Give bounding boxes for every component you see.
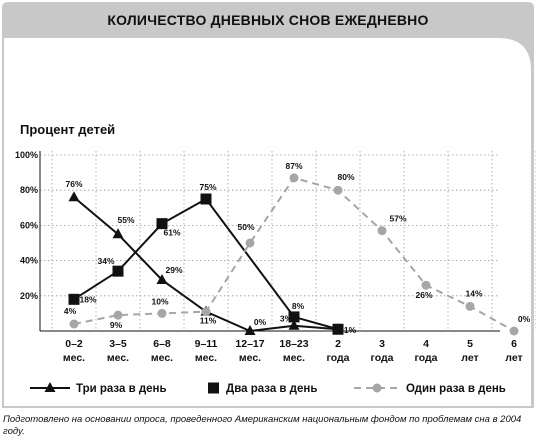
legend-triangle-marker [44,382,56,392]
x-tick-label-sub: мес. [195,352,217,364]
square-marker [68,293,80,305]
x-tick-label-sub: лет [505,352,522,364]
data-label: 4% [64,306,77,316]
circle-marker [465,301,475,311]
x-tick-label-sub: мес. [63,352,85,364]
y-tick-label: 20% [20,291,38,301]
legend-square-marker [208,382,219,394]
data-label: 11% [200,316,217,326]
x-tick-label: 5 [467,338,473,350]
data-label: 34% [97,256,114,266]
x-tick-label: 3–5 [109,338,127,350]
x-tick-label: 18–23 [279,338,308,350]
data-label: 55% [117,215,134,225]
x-tick-labels: 0–2 мес. 3–5 мес. 6–8 мес. 9–11 мес. 12–17 мес. 18… [63,338,523,364]
data-label: 8% [292,301,305,311]
circle-marker [333,185,343,195]
data-label: 57% [389,214,406,224]
chart-title: КОЛИЧЕСТВО ДНЕВНЫХ СНОВ ЕЖЕДНЕВНО [107,12,429,28]
x-tick-label: 4 [423,338,429,350]
series-markers [68,173,519,336]
x-tick-label-sub: мес. [239,352,261,364]
x-tick-label-sub: мес. [283,352,305,364]
data-label: 9% [110,320,123,330]
data-labels: 76% 55% 29% 11% 0% 3% 1% 18% 34% 61% 75% 8% 4% 9% 10% 5… [64,161,531,335]
y-tick-label: 80% [20,185,38,195]
data-label: 18% [79,294,96,304]
data-label: 76% [65,179,82,189]
x-tick-label: 6–8 [153,338,171,350]
square-marker [200,193,212,205]
circle-marker [69,319,79,329]
data-label: 87% [285,161,302,171]
circle-marker [157,308,167,318]
data-label: 10% [151,296,168,306]
x-tick-label-sub: года [370,352,393,364]
data-label: 0% [254,317,267,327]
x-tick-label-sub: мес. [151,352,173,364]
circle-marker [289,173,299,183]
data-label: 26% [415,290,432,300]
source-note: Подготовлено на основании опроса, провед… [3,414,522,437]
axes-grid [39,151,536,332]
data-label: 14% [465,288,482,298]
x-tick-label-sub: года [326,352,349,364]
data-label: 80% [337,172,354,182]
x-tick-label: 0–2 [65,338,83,350]
data-label: 0% [518,314,531,324]
x-tick-label: 3 [379,338,385,350]
legend-label: Три раза в день [76,383,167,395]
square-marker [112,265,124,277]
legend-label: Один раза в день [406,383,506,395]
legend-label: Два раза в день [226,383,317,395]
triangle-marker [112,228,124,239]
circle-marker [201,307,211,317]
x-tick-label-sub: лет [461,352,478,364]
circle-marker [245,238,255,248]
data-label: 1% [344,325,357,335]
data-label: 75% [199,182,216,192]
legend-circle-marker [372,383,382,393]
data-label: 3% [280,314,293,324]
circle-marker [377,226,387,236]
data-label: 50% [237,222,254,232]
triangle-marker [244,325,256,335]
y-tick-label: 60% [20,220,38,230]
square-marker [156,218,168,230]
y-tick-label: 100% [15,150,38,160]
x-tick-label: 9–11 [195,338,218,350]
x-tick-label: 6 [511,338,517,350]
x-tick-label-sub: мес. [107,352,129,364]
data-label: 29% [165,265,182,275]
triangle-marker [68,191,80,202]
y-tick-label: 40% [20,256,38,266]
circle-marker [113,310,123,320]
square-marker [288,311,300,323]
legend: Три раза в день Два раза в день Один раза … [30,382,506,395]
x-tick-label: 2 [335,338,341,350]
triangle-marker [288,319,300,330]
triangle-marker [156,273,168,284]
circle-marker [421,280,431,290]
y-axis-label: Процент детей [20,122,115,137]
series-line-2 [73,197,339,331]
circle-marker [509,326,519,336]
data-label: 61% [163,228,180,238]
square-marker [332,323,344,335]
x-tick-label-sub: года [414,352,437,364]
x-tick-label: 12–17 [235,338,264,350]
y-tick-labels: 20% 40% 60% 80% 100% [15,150,38,301]
